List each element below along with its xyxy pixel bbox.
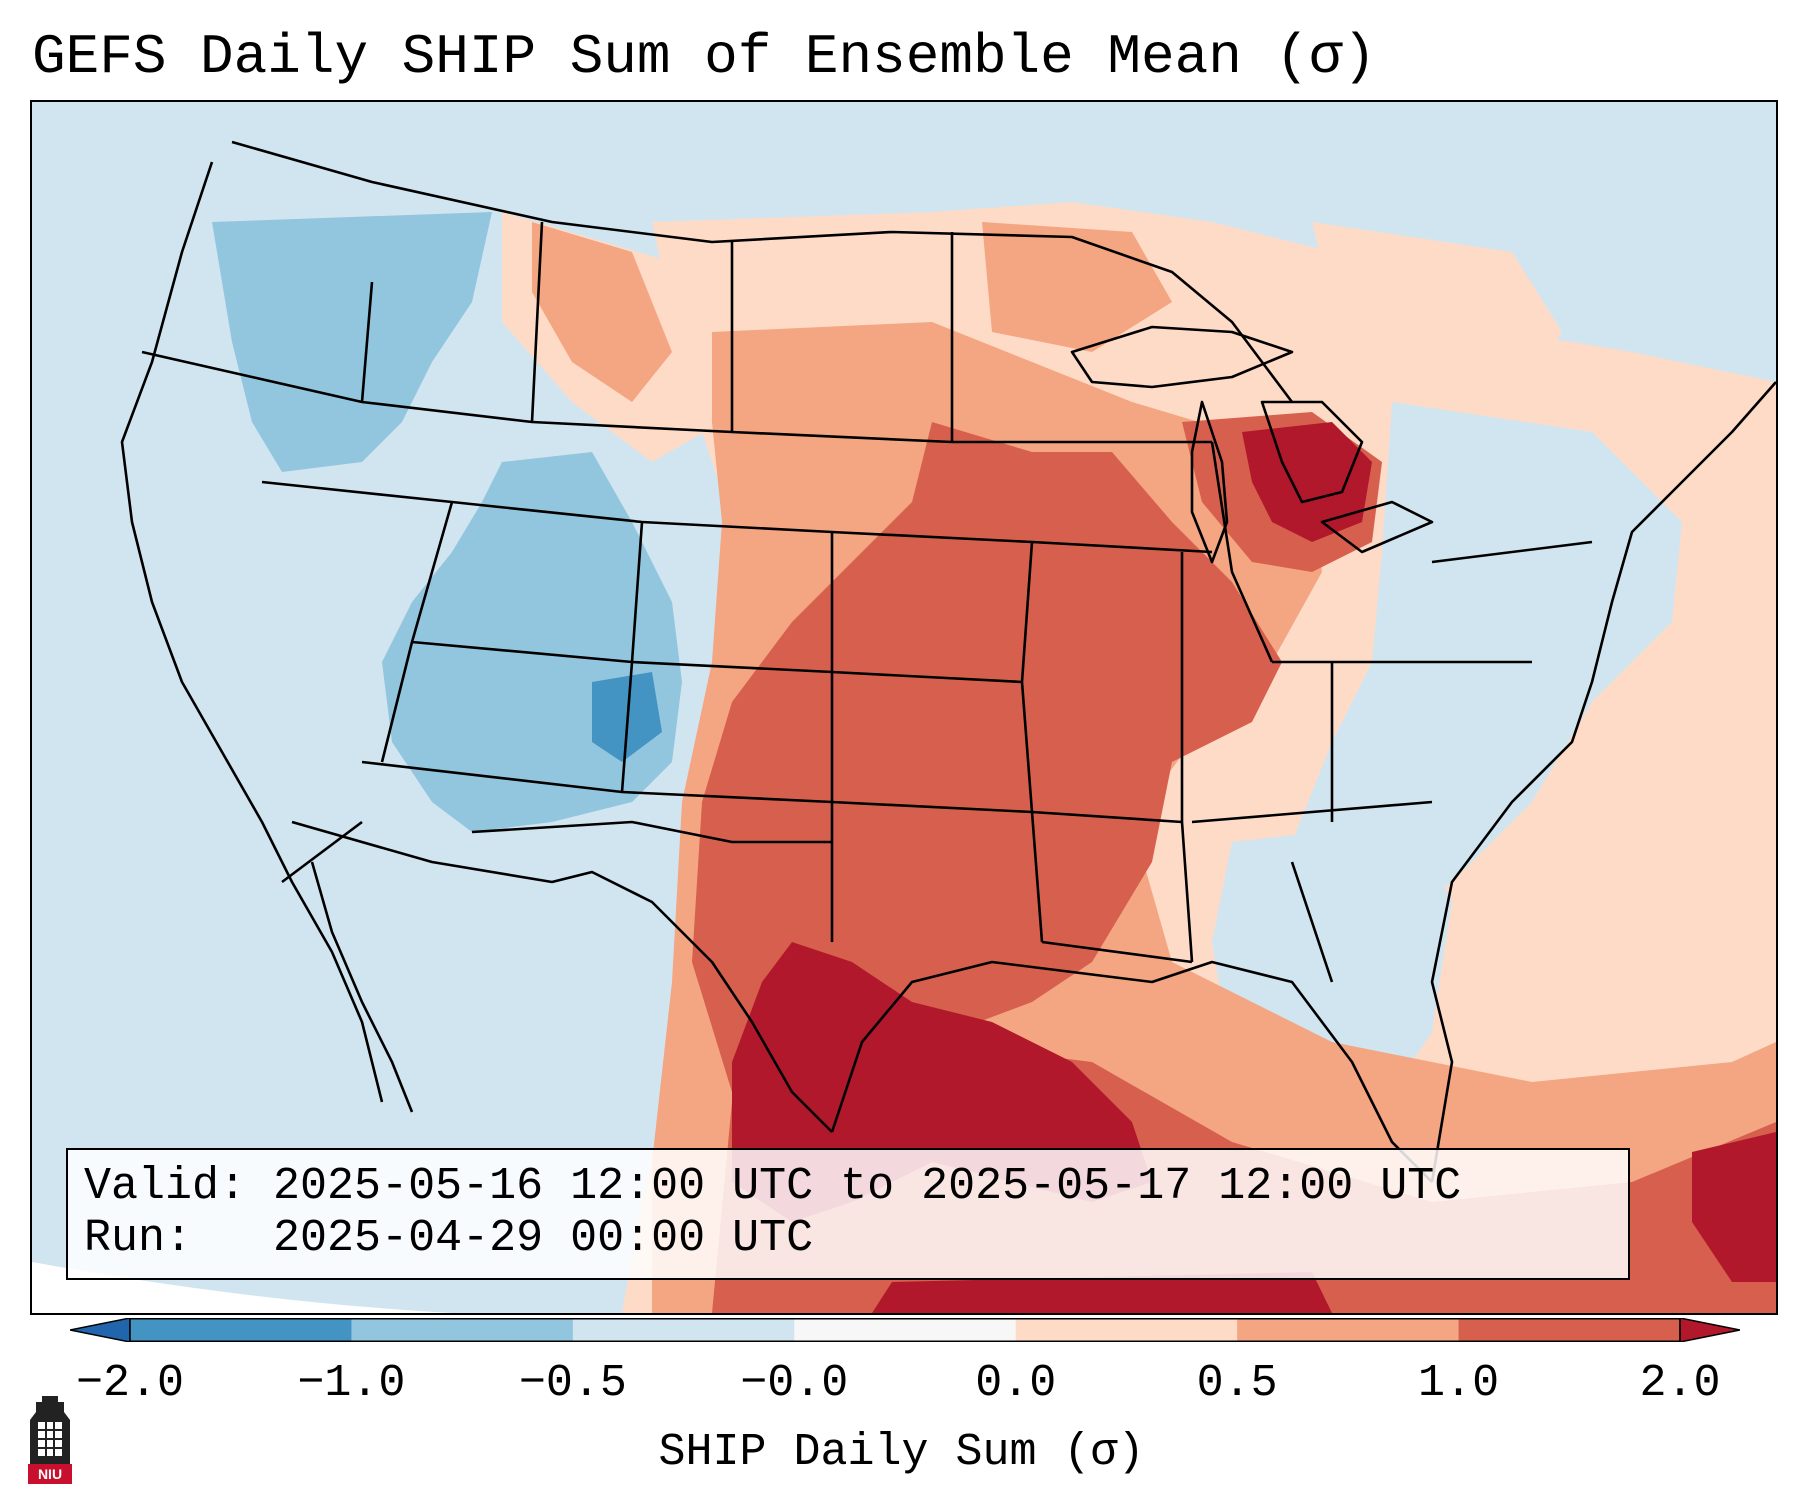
colorbar-segment bbox=[130, 1318, 352, 1342]
colorbar-tick-label: 2.0 bbox=[1639, 1358, 1721, 1409]
lake-superior bbox=[1070, 325, 1294, 389]
colorbar-segment bbox=[351, 1318, 574, 1342]
run-time: 2025-04-29 00:00 UTC bbox=[273, 1213, 814, 1264]
colorbar-tick-label: 1.0 bbox=[1418, 1358, 1500, 1409]
lake-erie bbox=[1320, 500, 1434, 554]
field-extreme-positive-bottom bbox=[872, 1272, 1332, 1313]
logo-text: NIU bbox=[38, 1466, 62, 1482]
colorbar-tick-label: −0.0 bbox=[740, 1358, 849, 1409]
colorbar-tick-label: −2.0 bbox=[75, 1358, 185, 1409]
atlantic-coast bbox=[1430, 381, 1776, 1183]
valid-line: Valid: 2025-05-16 12:00 UTC to 2025-05-1… bbox=[84, 1160, 1461, 1214]
colorbar-tick-label: 0.5 bbox=[1196, 1358, 1278, 1409]
colorbar-outline bbox=[129, 1318, 1681, 1342]
field-medium-positive-west bbox=[532, 222, 672, 402]
lake-huron bbox=[1260, 400, 1364, 504]
gulf-coast bbox=[830, 960, 1433, 1183]
field-moderate-negative bbox=[212, 212, 492, 472]
colorbar-extend-min bbox=[70, 1318, 131, 1342]
chart-title: GEFS Daily SHIP Sum of Ensemble Mean (σ) bbox=[32, 25, 1377, 89]
field-extreme-positive-caribbean bbox=[1692, 1132, 1776, 1282]
west-coast bbox=[120, 161, 384, 1103]
lake-michigan bbox=[1190, 400, 1229, 564]
colorbar-tick-label: −0.5 bbox=[518, 1358, 627, 1409]
projection-edge bbox=[32, 1262, 452, 1313]
valid-label: Valid: bbox=[84, 1161, 247, 1212]
colorbar bbox=[70, 1318, 1740, 1342]
run-line: Run: 2025-04-29 00:00 UTC bbox=[84, 1212, 813, 1266]
colorbar-extend-max bbox=[1679, 1318, 1740, 1342]
run-label: Run: bbox=[84, 1213, 193, 1264]
mexico-border bbox=[291, 820, 833, 1133]
baja-coast bbox=[310, 861, 414, 1113]
colorbar-label: SHIP Daily Sum (σ) bbox=[658, 1427, 1145, 1478]
niu-tower-icon: NIU bbox=[28, 1396, 72, 1484]
boundaries bbox=[120, 140, 1776, 1183]
valid-range: 2025-05-16 12:00 UTC to 2025-05-17 12:00… bbox=[273, 1161, 1462, 1212]
colorbar-tick-label: −1.0 bbox=[297, 1358, 406, 1409]
colorbar-segment bbox=[794, 1318, 1017, 1342]
ship-field-map bbox=[32, 102, 1776, 1313]
field-strong-positive bbox=[692, 422, 1282, 1122]
valid-run-box: Valid: 2025-05-16 12:00 UTC to 2025-05-1… bbox=[66, 1148, 1630, 1280]
colorbar-segments bbox=[70, 1318, 1740, 1342]
field-neutral-east bbox=[1272, 402, 1682, 962]
state-lines bbox=[141, 221, 1593, 983]
field-extreme-positive-michigan bbox=[1242, 422, 1372, 542]
colorbar-segment bbox=[1458, 1318, 1681, 1342]
us-canada-border bbox=[231, 140, 1294, 403]
map-panel bbox=[30, 100, 1778, 1315]
field-light-positive-ontario bbox=[1312, 222, 1562, 402]
colorbar-segment bbox=[572, 1318, 795, 1342]
colorbar-segment bbox=[1237, 1318, 1460, 1342]
colorbar-segment bbox=[1015, 1318, 1238, 1342]
colorbar-tick-label: 0.0 bbox=[975, 1358, 1057, 1409]
